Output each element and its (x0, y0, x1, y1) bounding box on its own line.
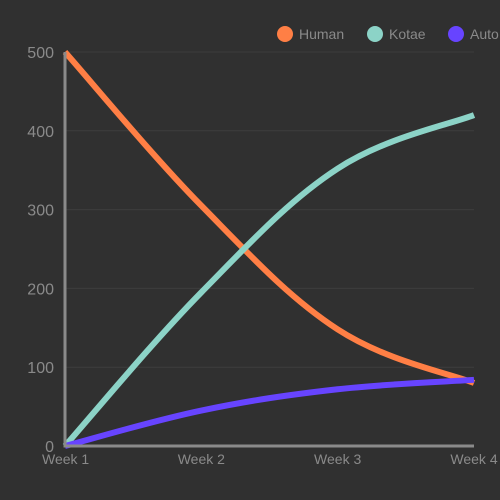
legend: Human Kotae Auto (277, 26, 499, 42)
legend-label: Auto (470, 26, 499, 42)
y-tick-label: 400 (27, 124, 54, 141)
grid-lines (65, 51, 474, 368)
legend-label: Kotae (389, 26, 426, 42)
x-tick-label: Week 2 (178, 451, 225, 467)
legend-swatch (367, 26, 383, 42)
axes (63, 52, 474, 448)
legend-swatch (448, 26, 464, 42)
series-line-auto (64, 376, 475, 449)
series-line-human (62, 50, 476, 386)
legend-item-human[interactable]: Human (277, 26, 344, 42)
y-axis-ticks: 0 100 200 300 400 500 (27, 45, 54, 456)
legend-item-kotae[interactable]: Kotae (367, 26, 426, 42)
y-tick-label: 100 (27, 360, 54, 377)
legend-swatch (277, 26, 293, 42)
legend-label: Human (299, 26, 344, 42)
x-tick-label: Week 1 (42, 451, 89, 467)
x-tick-label: Week 4 (450, 451, 497, 467)
y-tick-label: 300 (27, 203, 54, 220)
x-tick-label: Week 3 (314, 451, 361, 467)
series-lines (62, 50, 476, 449)
series-line-kotae (62, 112, 476, 448)
y-tick-label: 0 (45, 439, 54, 456)
x-axis-ticks: Week 1 Week 2 Week 3 Week 4 (42, 451, 498, 467)
legend-item-auto[interactable]: Auto (448, 26, 499, 42)
y-tick-label: 500 (27, 45, 54, 62)
y-tick-label: 200 (27, 281, 54, 298)
